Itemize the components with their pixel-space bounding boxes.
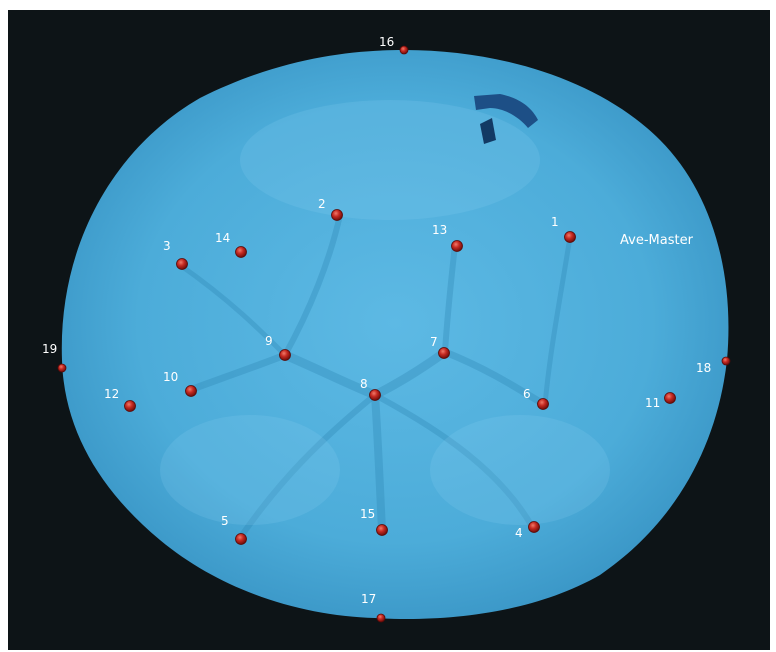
- landmark-number-label: 15: [360, 507, 375, 521]
- landmark-number-label: 2: [318, 197, 326, 211]
- landmark-number-label: 11: [645, 396, 660, 410]
- landmark-17: 17: [361, 592, 386, 623]
- landmark-number-label: 18: [696, 361, 711, 375]
- landmark-number-label: 17: [361, 592, 376, 606]
- landmark-number-label: 8: [360, 377, 368, 391]
- landmark-number-label: 14: [215, 231, 230, 245]
- landmark-marker: [721, 356, 731, 366]
- landmark-1: 1: [551, 215, 576, 243]
- landmark-number-label: 19: [42, 342, 57, 356]
- landmark-13: 13: [432, 223, 463, 252]
- landmark-2: 2: [318, 197, 343, 221]
- landmark-18: 18: [696, 356, 731, 375]
- landmark-number-label: 4: [515, 526, 523, 540]
- tooth-occlusal-surface: [61, 50, 729, 619]
- landmark-16: 16: [379, 35, 409, 55]
- landmark-number-label: 10: [163, 370, 178, 384]
- landmark-7: 7: [430, 335, 450, 359]
- landmark-3: 3: [163, 239, 188, 270]
- landmark-marker: [399, 45, 409, 55]
- landmark-number-label: 5: [221, 514, 229, 528]
- landmark-marker: [376, 613, 386, 623]
- landmark-marker: [185, 385, 197, 397]
- landmark-15: 15: [360, 507, 388, 536]
- landmark-number-label: 1: [551, 215, 559, 229]
- landmark-marker: [537, 398, 549, 410]
- landmark-marker: [57, 363, 67, 373]
- landmark-10: 10: [163, 370, 197, 397]
- landmark-marker: [451, 240, 463, 252]
- landmark-marker: [176, 258, 188, 270]
- surface-highlights: [160, 100, 610, 525]
- landmark-number-label: 3: [163, 239, 171, 253]
- landmark-number-label: 13: [432, 223, 447, 237]
- orientation-marker: [474, 94, 538, 144]
- landmark-11: 11: [645, 392, 676, 410]
- landmark-number-label: 9: [265, 334, 273, 348]
- landmark-marker: [124, 400, 136, 412]
- landmark-marker: [369, 389, 381, 401]
- landmark-14: 14: [215, 231, 247, 258]
- surface-shading: [177, 212, 573, 541]
- landmark-marker: [279, 349, 291, 361]
- landmark-marker: [528, 521, 540, 533]
- landmark-8: 8: [360, 377, 381, 401]
- landmark-marker: [235, 246, 247, 258]
- landmark-marker: [376, 524, 388, 536]
- landmark-marker: [664, 392, 676, 404]
- landmark-marker: [438, 347, 450, 359]
- landmark-marker: [331, 209, 343, 221]
- landmark-marker: [564, 231, 576, 243]
- landmark-number-label: 7: [430, 335, 438, 349]
- landmark-number-label: 12: [104, 387, 119, 401]
- landmark-number-label: 16: [379, 35, 394, 49]
- model-label: Ave-Master: [620, 233, 694, 248]
- landmark-6: 6: [523, 387, 549, 410]
- landmark-number-label: 6: [523, 387, 531, 401]
- landmark-12: 12: [104, 387, 136, 412]
- landmark-4: 4: [515, 521, 540, 540]
- landmark-5: 5: [221, 514, 247, 545]
- landmark-19: 19: [42, 342, 67, 373]
- landmark-9: 9: [265, 334, 291, 361]
- landmark-marker: [235, 533, 247, 545]
